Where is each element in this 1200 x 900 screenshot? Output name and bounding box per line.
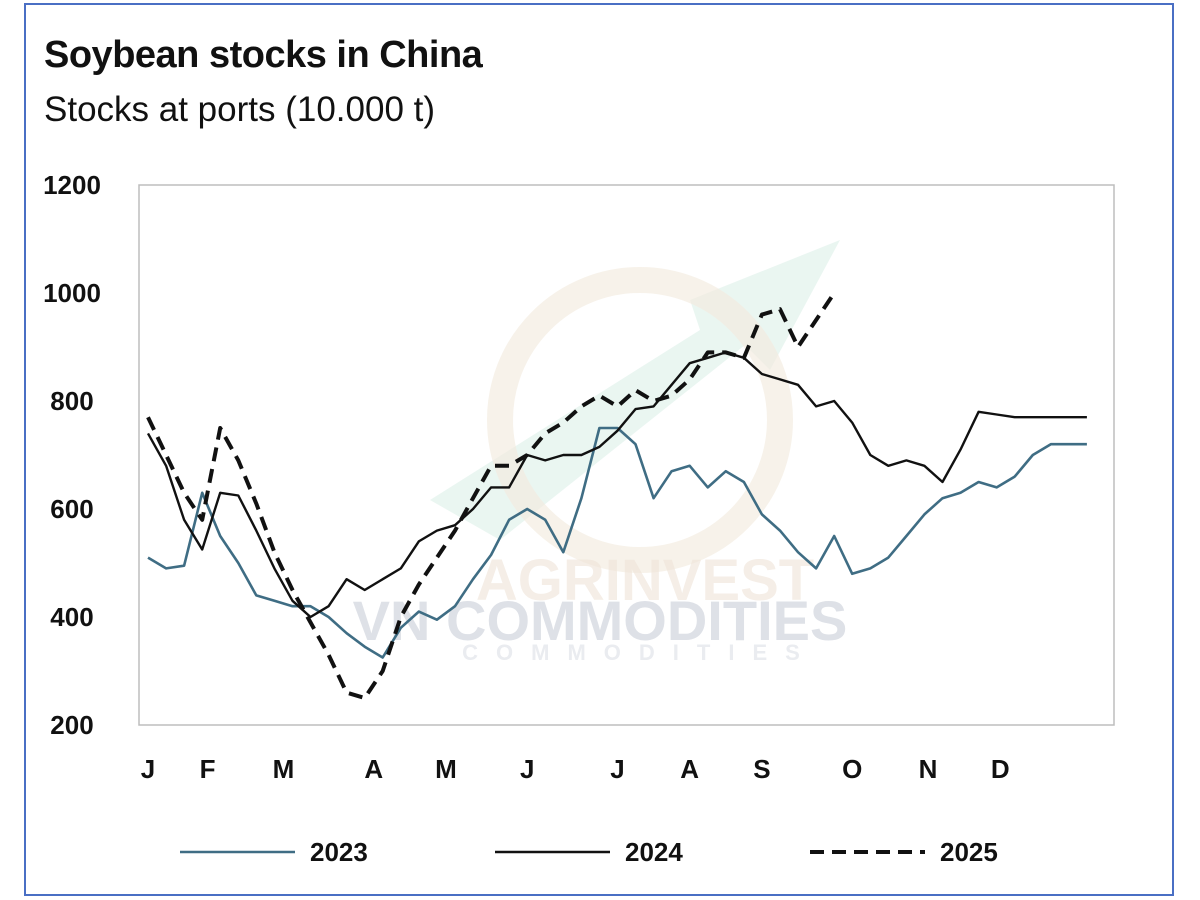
x-tick-label: N [919, 754, 938, 784]
x-tick-label: M [273, 754, 295, 784]
x-tick-label: J [141, 754, 155, 784]
y-tick-label: 600 [50, 494, 93, 524]
series-layer [146, 291, 1087, 700]
series-line-2024 [146, 351, 1087, 619]
series-line-2023 [147, 426, 1087, 659]
y-axis: 200 400 600 800 1000 1200 [43, 170, 101, 740]
x-tick-label: O [842, 754, 862, 784]
y-tick-label: 400 [50, 602, 93, 632]
chart-title: Soybean stocks in China [44, 34, 483, 76]
legend-label-2025: 2025 [940, 837, 998, 867]
plot-area [138, 184, 1115, 726]
x-tick-label: D [991, 754, 1010, 784]
legend-label-2024: 2024 [625, 837, 683, 867]
y-tick-label: 200 [50, 710, 93, 740]
y-tick-label: 1200 [43, 170, 101, 200]
x-tick-label: F [200, 754, 216, 784]
watermark-brand-line1: AGRINVEST [476, 548, 814, 613]
watermark-brand-line3: COMMODITIES [462, 640, 818, 665]
y-tick-label: 800 [50, 386, 93, 416]
watermark-globe-icon [487, 267, 793, 573]
watermark-arrow-icon [430, 240, 840, 540]
chart-subtitle: Stocks at ports (10.000 t) [44, 90, 436, 129]
x-tick-label: J [610, 754, 624, 784]
x-tick-label: A [364, 754, 383, 784]
x-tick-label: J [520, 754, 534, 784]
x-tick-label: M [435, 754, 457, 784]
legend-label-2023: 2023 [310, 837, 368, 867]
legend: 2023 2024 2025 [180, 837, 998, 867]
y-tick-label: 1000 [43, 278, 101, 308]
x-tick-label: A [680, 754, 699, 784]
x-tick-label: S [753, 754, 770, 784]
watermark: AGRINVEST VN COMMODITIES COMMODITIES [353, 240, 848, 665]
watermark-brand-line2: VN COMMODITIES [353, 589, 848, 652]
series-line-2025 [146, 291, 836, 700]
